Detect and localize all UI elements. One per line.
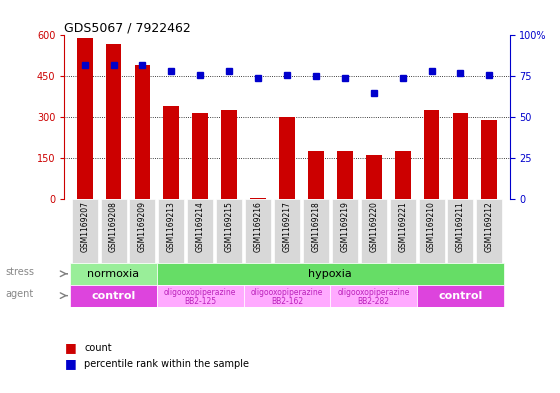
Bar xyxy=(250,198,266,199)
Text: GSM1169216: GSM1169216 xyxy=(254,201,263,252)
Bar xyxy=(164,107,179,199)
Bar xyxy=(245,199,271,263)
Bar xyxy=(106,44,122,199)
Text: stress: stress xyxy=(6,267,35,277)
Bar xyxy=(129,199,156,263)
Bar xyxy=(395,151,410,199)
Text: hypoxia: hypoxia xyxy=(309,269,352,279)
Text: GSM1169220: GSM1169220 xyxy=(369,201,378,252)
Bar xyxy=(390,199,416,263)
Bar xyxy=(308,151,324,199)
Text: GSM1169207: GSM1169207 xyxy=(80,201,89,252)
Bar xyxy=(337,151,353,199)
Text: BB2-282: BB2-282 xyxy=(358,297,390,306)
Text: GSM1169218: GSM1169218 xyxy=(311,201,320,252)
Text: GSM1169208: GSM1169208 xyxy=(109,201,118,252)
Bar xyxy=(192,113,208,199)
Text: GSM1169213: GSM1169213 xyxy=(167,201,176,252)
Bar xyxy=(70,263,157,285)
Text: GSM1169221: GSM1169221 xyxy=(398,201,407,252)
Bar xyxy=(101,199,127,263)
Text: ■: ■ xyxy=(64,341,76,354)
Text: GSM1169219: GSM1169219 xyxy=(340,201,349,252)
Bar xyxy=(477,199,502,263)
Bar xyxy=(332,199,358,263)
Text: GSM1169209: GSM1169209 xyxy=(138,201,147,252)
Bar xyxy=(216,199,242,263)
Bar xyxy=(417,285,504,307)
Text: control: control xyxy=(91,290,136,301)
Bar xyxy=(279,117,295,199)
Text: GSM1169210: GSM1169210 xyxy=(427,201,436,252)
Text: BB2-162: BB2-162 xyxy=(271,297,303,306)
Text: GSM1169214: GSM1169214 xyxy=(196,201,205,252)
Bar xyxy=(447,199,473,263)
Bar xyxy=(221,110,237,199)
Text: GDS5067 / 7922462: GDS5067 / 7922462 xyxy=(64,21,191,34)
Bar xyxy=(361,199,387,263)
Bar xyxy=(418,199,445,263)
Bar xyxy=(482,120,497,199)
Bar xyxy=(158,199,184,263)
Bar xyxy=(303,199,329,263)
Bar xyxy=(157,285,244,307)
Text: GSM1169211: GSM1169211 xyxy=(456,201,465,252)
Bar xyxy=(77,38,92,199)
Bar xyxy=(187,199,213,263)
Bar xyxy=(157,263,504,285)
Bar xyxy=(452,113,468,199)
Bar xyxy=(330,285,417,307)
Bar xyxy=(366,156,382,199)
Text: BB2-125: BB2-125 xyxy=(184,297,216,306)
Text: percentile rank within the sample: percentile rank within the sample xyxy=(84,358,249,369)
Text: oligooxopiperazine: oligooxopiperazine xyxy=(164,288,236,297)
Text: oligooxopiperazine: oligooxopiperazine xyxy=(338,288,410,297)
Text: oligooxopiperazine: oligooxopiperazine xyxy=(251,288,323,297)
Bar xyxy=(72,199,97,263)
Text: GSM1169212: GSM1169212 xyxy=(485,201,494,252)
Text: ■: ■ xyxy=(64,357,76,370)
Text: agent: agent xyxy=(6,288,34,299)
Bar xyxy=(274,199,300,263)
Bar xyxy=(134,65,151,199)
Bar xyxy=(244,285,330,307)
Bar xyxy=(423,110,440,199)
Text: count: count xyxy=(84,343,111,353)
Bar xyxy=(70,285,157,307)
Text: GSM1169215: GSM1169215 xyxy=(225,201,234,252)
Text: control: control xyxy=(438,290,483,301)
Text: GSM1169217: GSM1169217 xyxy=(282,201,292,252)
Text: normoxia: normoxia xyxy=(87,269,139,279)
